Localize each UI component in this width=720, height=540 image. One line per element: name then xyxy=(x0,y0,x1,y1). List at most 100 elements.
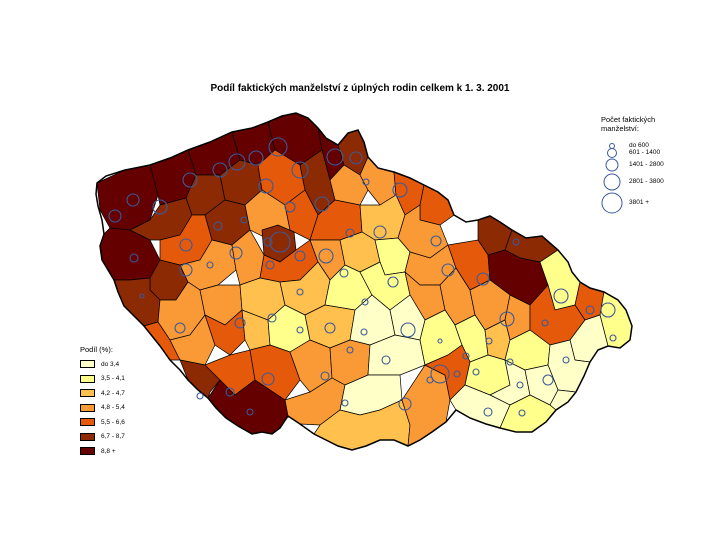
country-outline xyxy=(95,112,633,451)
district-count-circle xyxy=(553,288,569,304)
district-count-circle xyxy=(212,162,228,178)
district-count-circle xyxy=(291,161,309,179)
district-count-circle xyxy=(516,381,524,389)
district-count-circle xyxy=(213,221,223,231)
count-legend-label: 1401 - 2800 xyxy=(629,161,664,168)
district-count-circle xyxy=(314,196,330,212)
district-count-circle xyxy=(324,322,336,334)
district-count-circle xyxy=(248,150,264,166)
district-count-circle xyxy=(179,238,193,252)
district-count-circle xyxy=(483,407,493,417)
share-legend-label: 4,2 - 4,7 xyxy=(101,389,125,397)
share-legend-item: 3,5 - 4,1 xyxy=(80,374,125,384)
district-count-circle xyxy=(258,178,274,194)
share-legend-label: 3,5 - 4,1 xyxy=(101,375,125,382)
count-legend-circle xyxy=(601,192,623,214)
district-count-circle xyxy=(426,376,434,384)
district-count-circle xyxy=(430,235,442,247)
district-count-circle xyxy=(326,148,344,166)
district-count-circle xyxy=(129,253,139,263)
share-legend-item: 4,8 - 5,4 xyxy=(80,403,125,413)
district-count-circle xyxy=(381,355,391,365)
district-count-circle xyxy=(139,293,145,299)
count-legend-label: do 600 xyxy=(629,142,649,149)
district-count-circle xyxy=(269,231,291,253)
district-count-circle xyxy=(152,199,168,215)
share-legend-swatch xyxy=(80,360,95,368)
district-count-circle xyxy=(472,368,480,376)
district-count-circle xyxy=(346,346,354,354)
district-count-circle xyxy=(476,272,490,286)
share-legend-item: 6,7 - 8,7 xyxy=(80,432,125,442)
share-legend-label: 5,5 - 6,6 xyxy=(101,418,125,426)
district-count-circle xyxy=(345,228,355,238)
share-legend-swatch xyxy=(80,403,95,412)
share-legend-swatch xyxy=(80,447,95,455)
district-count-circle xyxy=(392,182,408,198)
share-legend-item: do 3,4 xyxy=(80,359,119,369)
count-legend-title-1: Počet faktických xyxy=(601,115,656,124)
district-count-circle xyxy=(263,237,273,247)
share-legend-item: 5,5 - 6,6 xyxy=(80,417,125,427)
proportional-circles xyxy=(108,137,617,417)
district-count-circle xyxy=(518,409,526,417)
district-count-circle xyxy=(499,311,515,327)
district-count-circle xyxy=(265,260,275,270)
district-count-circle xyxy=(196,392,204,400)
district-count-circle xyxy=(261,372,275,386)
district-count-circle xyxy=(453,370,461,378)
district-count-circle xyxy=(234,317,246,329)
district-count-circle xyxy=(225,387,235,397)
district-count-circle xyxy=(229,246,243,260)
share-legend-item: 8,8 + xyxy=(80,446,116,456)
district-count-circle xyxy=(585,305,595,315)
count-legend-circle xyxy=(605,158,619,172)
district-count-circle xyxy=(462,352,470,360)
district-count-circle xyxy=(398,397,412,411)
count-legend-circle xyxy=(603,173,621,191)
district-count-circle xyxy=(228,153,246,171)
district-count-circle xyxy=(174,322,186,334)
district-count-circle xyxy=(360,328,368,336)
district-count-circle xyxy=(294,250,306,262)
district-count-circle xyxy=(430,364,450,384)
district-count-circle xyxy=(339,268,349,278)
district-count-circle xyxy=(320,371,330,381)
district-count-circle xyxy=(268,137,288,157)
share-legend-label: 6,7 - 8,7 xyxy=(101,433,125,440)
district-count-circle xyxy=(387,276,399,288)
district-count-circle xyxy=(512,238,520,246)
share-legend-swatch xyxy=(80,389,95,397)
district-count-circle xyxy=(296,288,304,296)
share-legend-label: do 3,4 xyxy=(101,360,120,368)
district-count-circle xyxy=(284,201,296,213)
district-count-circle xyxy=(341,399,349,407)
count-legend-title-2: manželství: xyxy=(601,124,639,133)
district-count-circle xyxy=(485,337,493,345)
district-count-circle xyxy=(609,334,617,342)
district-count-circle xyxy=(267,313,277,323)
district-count-circle xyxy=(441,263,455,277)
share-legend-item: 4,2 - 4,7 xyxy=(80,388,125,398)
share-legend-swatch xyxy=(80,432,95,441)
district-count-circle xyxy=(361,298,369,306)
district-count-circle xyxy=(362,178,370,186)
district-count-circle xyxy=(296,326,304,334)
map-title: Podíl faktických manželství z úplných ro… xyxy=(210,83,510,94)
district-count-circle xyxy=(108,209,122,223)
district-count-circle xyxy=(562,356,570,364)
district-count-circle xyxy=(373,225,387,239)
district-count-circle xyxy=(246,408,254,416)
district-count-circle xyxy=(349,151,363,165)
count-legend-circle xyxy=(609,143,615,149)
district-count-circle xyxy=(542,374,554,386)
district-count-circle xyxy=(600,302,616,318)
district-count-circle xyxy=(182,172,198,188)
district-count-circle xyxy=(541,319,549,327)
count-legend-label: 2801 - 3800 xyxy=(629,178,664,185)
count-legend-label: 601 - 1400 xyxy=(629,149,661,156)
count-legend-circle xyxy=(607,148,617,158)
district-count-circle xyxy=(179,263,193,277)
